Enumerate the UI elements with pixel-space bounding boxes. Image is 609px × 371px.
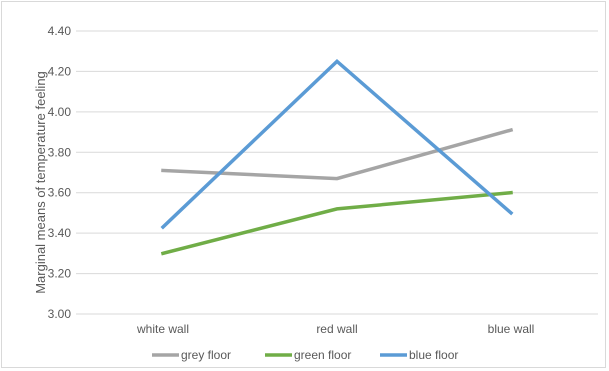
y-tick-label: 4.40 <box>48 24 72 38</box>
series-lines <box>160 58 514 256</box>
data-point <box>161 252 165 255</box>
y-tick-label: 3.40 <box>48 226 72 240</box>
legend-label: green floor <box>294 348 351 362</box>
data-point <box>509 211 513 215</box>
legend: grey floor green floor blue floor <box>152 348 458 362</box>
x-tick-label: blue wall <box>488 322 535 336</box>
x-axis-tick-labels: white wall red wall blue wall <box>136 322 534 336</box>
y-tick-label: 3.80 <box>48 145 72 159</box>
data-point <box>335 60 339 63</box>
y-axis-title: Marginal means of temperature feeling <box>33 71 48 294</box>
series-line-grey-floor <box>161 127 514 181</box>
data-point <box>161 225 165 229</box>
legend-item: grey floor <box>152 348 231 362</box>
gridlines <box>76 30 598 315</box>
y-tick-label: 3.00 <box>48 307 72 321</box>
legend-label: blue floor <box>409 348 458 362</box>
series-line-green-floor <box>160 190 513 256</box>
legend-item: green floor <box>265 348 351 362</box>
y-axis-tick-labels: 3.00 3.20 3.40 3.60 3.80 4.00 4.20 4.40 <box>48 24 72 321</box>
data-point <box>335 177 339 180</box>
data-point <box>509 191 513 194</box>
y-tick-label: 3.60 <box>48 186 72 200</box>
y-tick-label: 3.20 <box>48 267 72 281</box>
data-point <box>335 207 339 211</box>
legend-label: grey floor <box>181 348 231 362</box>
data-point <box>509 128 513 132</box>
legend-item: blue floor <box>380 348 458 362</box>
x-tick-label: white wall <box>136 322 189 336</box>
y-tick-label: 4.20 <box>48 64 72 78</box>
x-tick-label: red wall <box>316 322 357 336</box>
y-tick-label: 4.00 <box>48 105 72 119</box>
data-point <box>161 169 165 172</box>
